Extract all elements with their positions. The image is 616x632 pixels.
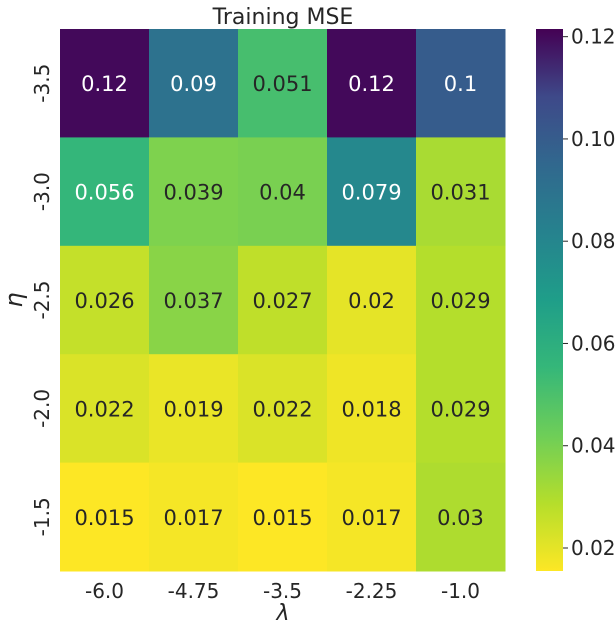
x-axis-label: λ	[275, 601, 289, 626]
heatmap-cell	[416, 137, 506, 247]
heatmap-cell	[149, 29, 239, 138]
heatmap-cell	[327, 462, 417, 572]
y-tick-label: -3.5	[30, 64, 54, 103]
y-tick-label: -1.5	[30, 497, 54, 536]
cell-value-label: 0.015	[252, 506, 312, 530]
heatmap-cell	[327, 137, 417, 247]
x-axis-ticks: -6.0 -4.75 -3.5 -2.25 -1.0	[85, 579, 480, 603]
heatmap-cell	[238, 137, 328, 247]
heatmap-cell	[238, 245, 328, 355]
colorbar-tick-label: 0.02	[571, 536, 616, 560]
cell-value-label: 0.079	[341, 181, 401, 205]
x-tick-label: -4.75	[168, 579, 220, 603]
heatmap-cell	[416, 462, 506, 572]
y-axis-ticks: -3.5 -3.0 -2.5 -2.0 -1.5	[30, 64, 54, 537]
cell-value-label: 0.017	[163, 506, 223, 530]
cell-value-label: 0.02	[348, 289, 395, 313]
y-tick-label: -2.5	[30, 280, 54, 319]
colorbar-tick-label: 0.08	[571, 229, 616, 253]
cell-value-label: 0.019	[163, 397, 223, 421]
heatmap-cell	[327, 354, 417, 464]
cell-value-label: 0.029	[430, 289, 490, 313]
heatmap-cell	[149, 245, 239, 355]
cell-value-label: 0.03	[437, 506, 484, 530]
cell-value-label: 0.027	[252, 289, 312, 313]
colorbar-tick-label: 0.12	[571, 25, 616, 49]
cell-value-label: 0.018	[341, 397, 401, 421]
colorbar	[536, 29, 563, 571]
cell-value-label: 0.04	[259, 181, 306, 205]
colorbar-tick-label: 0.10	[571, 127, 616, 151]
cell-value-label: 0.022	[252, 397, 312, 421]
cell-value-label: 0.015	[74, 506, 134, 530]
cell-value-label: 0.056	[74, 181, 134, 205]
cell-value-label: 0.051	[252, 72, 312, 96]
x-tick-label: -6.0	[85, 579, 124, 603]
heatmap-cell	[416, 245, 506, 355]
heatmap-cell	[416, 354, 506, 464]
heatmap-cell	[238, 462, 328, 572]
cell-value-label: 0.1	[444, 72, 477, 96]
heatmap-cell	[60, 245, 150, 355]
x-tick-label: -3.5	[263, 579, 302, 603]
colorbar-tick-label: 0.06	[571, 331, 616, 355]
cell-value-label: 0.031	[430, 181, 490, 205]
heatmap-cell	[60, 29, 150, 138]
heatmap-cells: 0.12 0.09 0.051 0.12 0.1 0.056 0.039 0.04 0.079 0…	[60, 29, 506, 572]
chart-title: Training MSE	[212, 5, 354, 30]
heatmap-cell	[416, 29, 506, 138]
x-tick-label: -1.0	[441, 579, 480, 603]
cell-value-label: 0.09	[170, 72, 217, 96]
heatmap-cell	[238, 354, 328, 464]
cell-value-label: 0.12	[348, 72, 395, 96]
heatmap-cell	[327, 245, 417, 355]
y-tick-label: -2.0	[30, 389, 54, 428]
heatmap-cell	[60, 137, 150, 247]
cell-value-label: 0.026	[74, 289, 134, 313]
heatmap-cell	[149, 137, 239, 247]
cell-value-label: 0.017	[341, 506, 401, 530]
cell-value-label: 0.039	[163, 181, 223, 205]
cell-value-label: 0.029	[430, 397, 490, 421]
heatmap-cell	[327, 29, 417, 138]
heatmap-cell	[60, 354, 150, 464]
cell-value-label: 0.12	[81, 72, 128, 96]
y-axis-label: η	[0, 292, 28, 307]
x-tick-label: -2.25	[346, 579, 398, 603]
heatmap-cell	[149, 354, 239, 464]
heatmap-cell	[60, 462, 150, 572]
cell-value-label: 0.037	[163, 289, 223, 313]
colorbar-ticks: 0.02 0.04 0.06 0.08 0.10 0.12	[563, 25, 616, 560]
cell-value-label: 0.022	[74, 397, 134, 421]
colorbar-tick-label: 0.04	[571, 434, 616, 458]
heatmap-cell	[149, 462, 239, 572]
y-tick-label: -3.0	[30, 172, 54, 211]
heatmap-cell	[238, 29, 328, 138]
